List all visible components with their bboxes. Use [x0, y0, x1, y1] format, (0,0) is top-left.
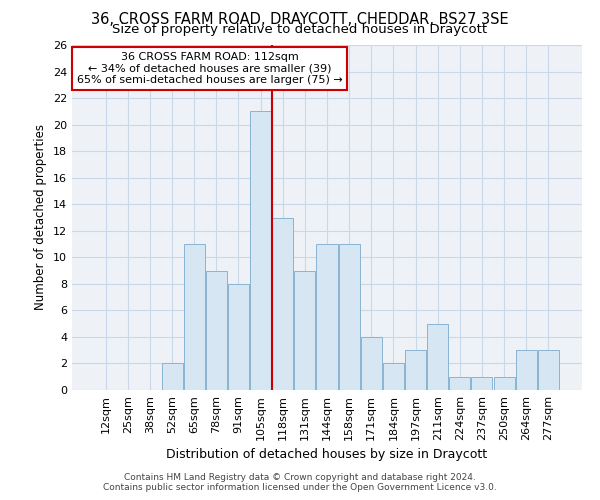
- Text: Size of property relative to detached houses in Draycott: Size of property relative to detached ho…: [112, 22, 488, 36]
- Bar: [250, 112, 271, 390]
- Bar: [449, 376, 470, 390]
- Bar: [295, 270, 316, 390]
- Text: Contains HM Land Registry data © Crown copyright and database right 2024.
Contai: Contains HM Land Registry data © Crown c…: [103, 473, 497, 492]
- Bar: [228, 284, 249, 390]
- Bar: [184, 244, 205, 390]
- Bar: [161, 364, 182, 390]
- Bar: [383, 364, 404, 390]
- Bar: [272, 218, 293, 390]
- Bar: [427, 324, 448, 390]
- Bar: [338, 244, 359, 390]
- Bar: [494, 376, 515, 390]
- X-axis label: Distribution of detached houses by size in Draycott: Distribution of detached houses by size …: [166, 448, 488, 462]
- Bar: [405, 350, 426, 390]
- Bar: [472, 376, 493, 390]
- Bar: [515, 350, 536, 390]
- Bar: [206, 270, 227, 390]
- Y-axis label: Number of detached properties: Number of detached properties: [34, 124, 47, 310]
- Bar: [538, 350, 559, 390]
- Bar: [316, 244, 338, 390]
- Text: 36 CROSS FARM ROAD: 112sqm
← 34% of detached houses are smaller (39)
65% of semi: 36 CROSS FARM ROAD: 112sqm ← 34% of deta…: [77, 52, 343, 85]
- Bar: [361, 337, 382, 390]
- Text: 36, CROSS FARM ROAD, DRAYCOTT, CHEDDAR, BS27 3SE: 36, CROSS FARM ROAD, DRAYCOTT, CHEDDAR, …: [91, 12, 509, 28]
